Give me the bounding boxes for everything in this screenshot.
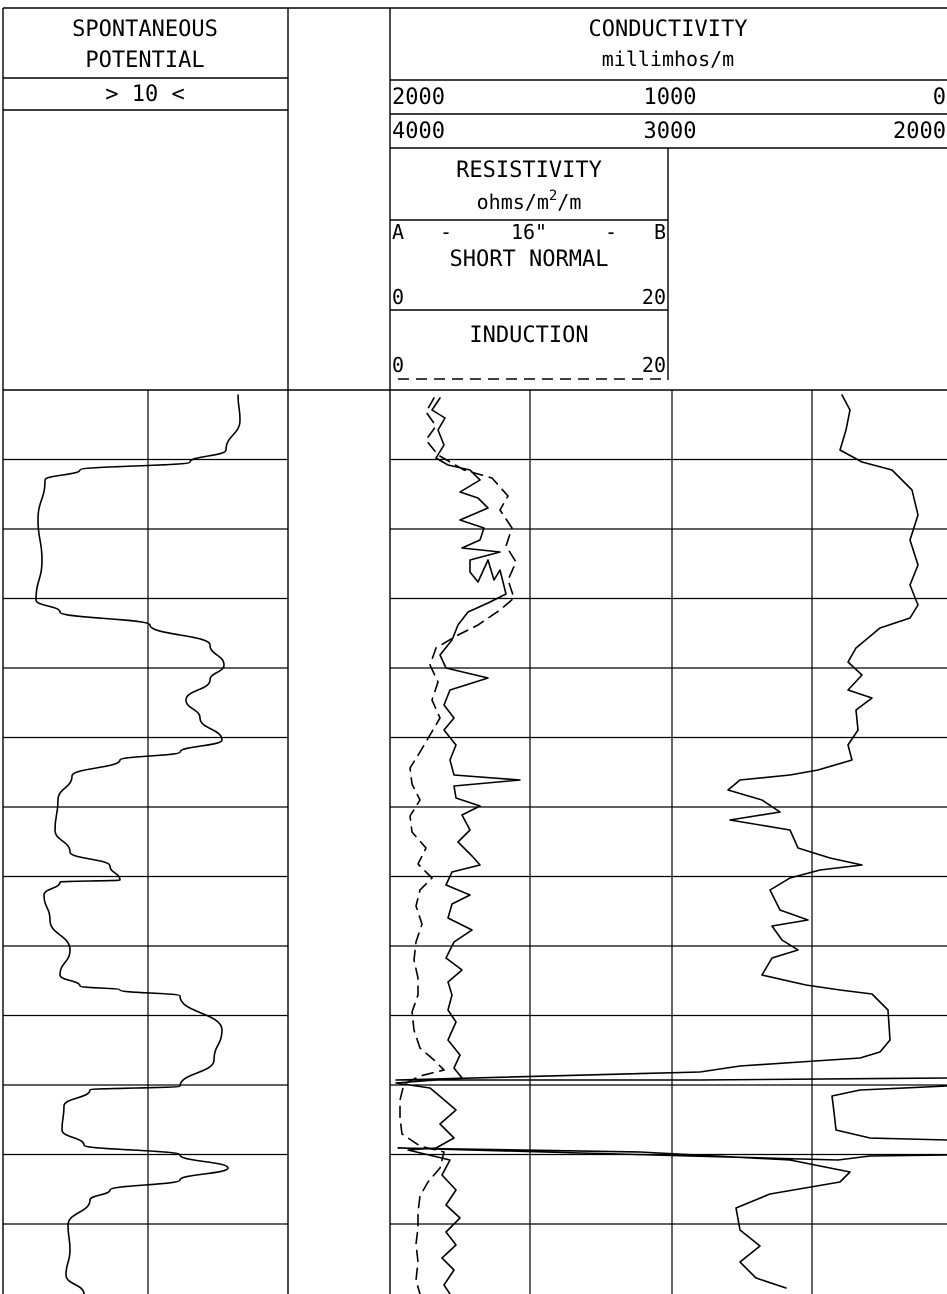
conductivity-curve	[395, 394, 947, 1289]
spacing-right: B	[654, 220, 666, 244]
induction-max: 20	[642, 353, 666, 377]
short-normal-curve	[395, 397, 521, 1294]
sp-scale: > 10 <	[105, 82, 184, 107]
resistivity-unit-tail: /m	[557, 190, 581, 214]
conductivity-unit: millimhos/m	[602, 47, 734, 71]
resistivity-unit-base: ohms/m	[477, 190, 549, 214]
conductivity-scale-2-right: 2000	[893, 119, 946, 144]
spacing-dash-2: -	[605, 220, 617, 244]
resistivity-title: RESISTIVITY	[456, 158, 602, 183]
sp-title-line-1: SPONTANEOUS	[72, 17, 218, 42]
induction-min: 0	[392, 353, 404, 377]
conductivity-title: CONDUCTIVITY	[589, 17, 748, 42]
short-normal-min: 0	[392, 285, 404, 309]
conductivity-scale-2-mid: 3000	[644, 119, 697, 144]
track-grid	[3, 390, 947, 1294]
conductivity-scale-1-left: 2000	[392, 85, 445, 110]
resistivity-unit-sup: 2	[549, 188, 557, 204]
induction-curve	[399, 397, 517, 1294]
resistivity-unit: ohms/m2/m	[477, 188, 582, 214]
induction-title: INDUCTION	[469, 323, 588, 348]
conductivity-scale-1-right: 0	[933, 85, 946, 110]
sp-title-line-2: POTENTIAL	[85, 48, 204, 73]
short-normal-title: SHORT NORMAL	[450, 247, 609, 272]
sp-curve	[35, 394, 241, 1294]
conductivity-scale-1-mid: 1000	[644, 85, 697, 110]
conductivity-scale-2-left: 4000	[392, 119, 445, 144]
spacing-value: 16"	[511, 220, 547, 244]
spacing-left: A	[392, 220, 404, 244]
spacing-dash-1: -	[440, 220, 452, 244]
short-normal-max: 20	[642, 285, 666, 309]
header-frame	[2, 7, 947, 1294]
